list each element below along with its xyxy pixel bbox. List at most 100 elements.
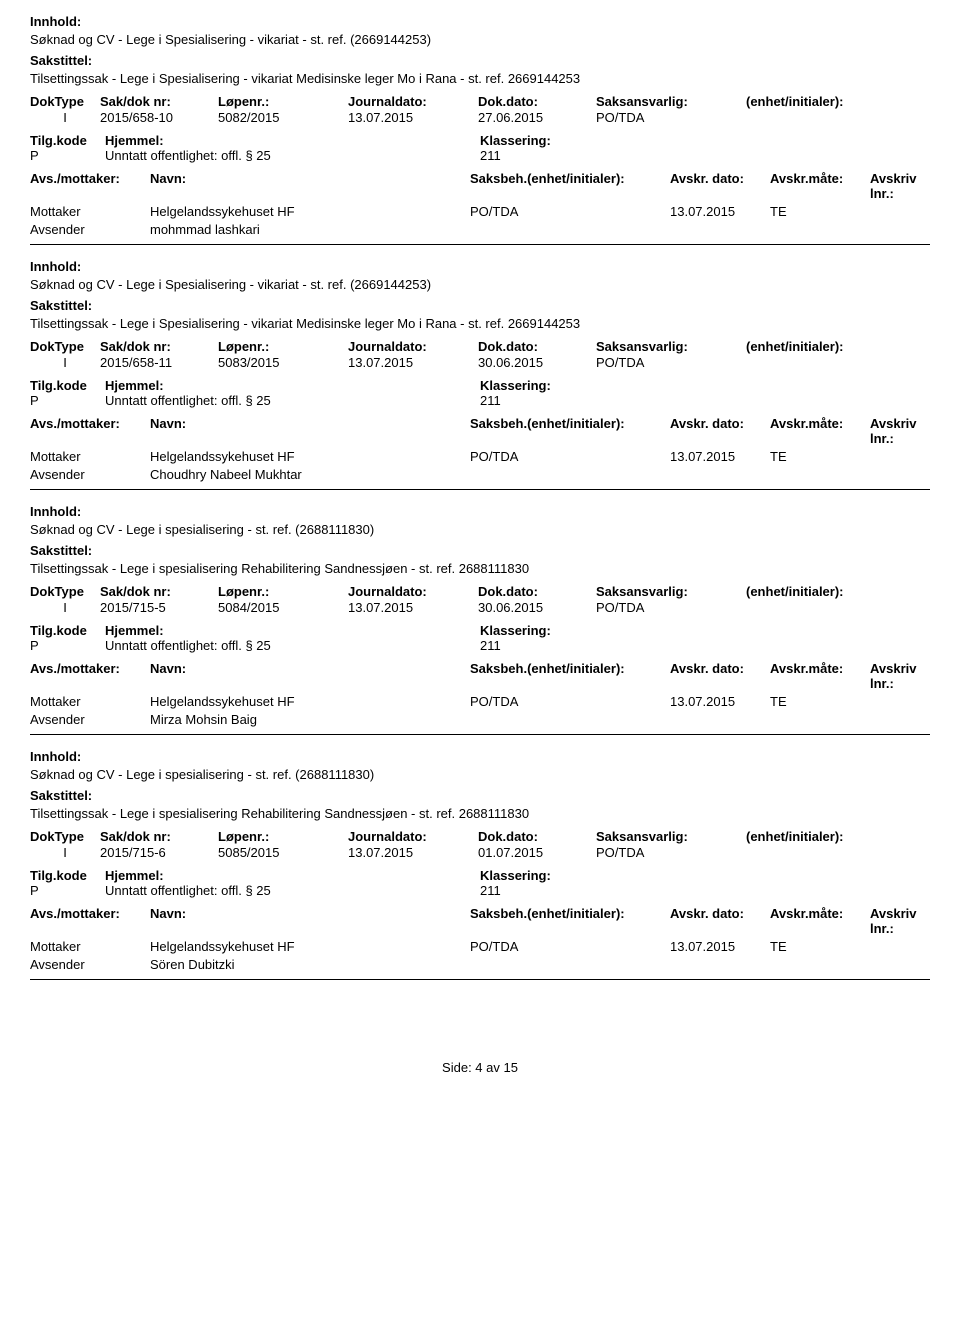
innhold-label: Innhold: <box>30 259 930 274</box>
hjemmel-header-row: Tilg.kode Hjemmel: Klassering: <box>30 378 930 393</box>
mottaker-row: Mottaker Helgelandssykehuset HF PO/TDA 1… <box>30 939 930 954</box>
val-doktype: I <box>30 110 100 125</box>
hdr-avskriv-lnr: Avskriv lnr.: <box>870 906 930 936</box>
hdr-lopenr: Løpenr.: <box>218 584 348 599</box>
mottaker-navn: Helgelandssykehuset HF <box>150 204 470 219</box>
hdr-hjemmel: Hjemmel: <box>105 623 164 638</box>
hdr-lopenr: Løpenr.: <box>218 829 348 844</box>
val-doktype: I <box>30 845 100 860</box>
val-saksansvarlig: PO/TDA <box>596 110 746 125</box>
val-saksansvarlig: PO/TDA <box>596 845 746 860</box>
val-journaldato: 13.07.2015 <box>348 845 478 860</box>
hjemmel-header-row: Tilg.kode Hjemmel: Klassering: <box>30 133 930 148</box>
party-header-row: Avs./mottaker: Navn: Saksbeh.(enhet/init… <box>30 906 930 936</box>
mottaker-avskr-mate: TE <box>770 939 870 954</box>
mottaker-row: Mottaker Helgelandssykehuset HF PO/TDA 1… <box>30 204 930 219</box>
hdr-dokdato: Dok.dato: <box>478 584 596 599</box>
innhold-label: Innhold: <box>30 504 930 519</box>
innhold-text: Søknad og CV - Lege i Spesialisering - v… <box>30 32 930 47</box>
innhold-text: Søknad og CV - Lege i spesialisering - s… <box>30 767 930 782</box>
hdr-enhet: (enhet/initialer): <box>746 94 930 109</box>
hdr-journaldato: Journaldato: <box>348 584 478 599</box>
hdr-saksansvarlig: Saksansvarlig: <box>596 584 746 599</box>
hdr-hjemmel: Hjemmel: <box>105 378 164 393</box>
val-tilgkode: P <box>30 638 105 653</box>
hdr-avskriv-lnr: Avskriv lnr.: <box>870 416 930 446</box>
hdr-avskr-dato: Avskr. dato: <box>670 416 770 446</box>
val-klassering: 211 <box>480 638 501 653</box>
val-tilgkode: P <box>30 148 105 163</box>
hjemmel-header-row: Tilg.kode Hjemmel: Klassering: <box>30 868 930 883</box>
hjemmel-header-row: Tilg.kode Hjemmel: Klassering: <box>30 623 930 638</box>
sakstittel-label: Sakstittel: <box>30 543 930 558</box>
mottaker-saksbeh: PO/TDA <box>470 449 670 464</box>
mottaker-avskriv-lnr <box>870 694 930 709</box>
hdr-navn: Navn: <box>150 661 470 691</box>
mottaker-avskr-mate: TE <box>770 449 870 464</box>
val-dokdato: 30.06.2015 <box>478 355 596 370</box>
hdr-avs-mottaker: Avs./mottaker: <box>30 416 150 446</box>
mottaker-label: Mottaker <box>30 939 150 954</box>
hdr-tilgkode: Tilg.kode <box>30 623 105 638</box>
mottaker-label: Mottaker <box>30 449 150 464</box>
meta-value-row: I 2015/658-11 5083/2015 13.07.2015 30.06… <box>30 355 930 370</box>
val-enhet <box>746 110 930 125</box>
avsender-label: Avsender <box>30 222 150 237</box>
hdr-hjemmel: Hjemmel: <box>105 868 164 883</box>
hdr-doktype: DokType <box>30 94 100 109</box>
hdr-navn: Navn: <box>150 906 470 936</box>
hdr-avskriv-lnr: Avskriv lnr.: <box>870 171 930 201</box>
mottaker-avskriv-lnr <box>870 939 930 954</box>
hdr-hjemmel: Hjemmel: <box>105 133 164 148</box>
val-doktype: I <box>30 600 100 615</box>
mottaker-saksbeh: PO/TDA <box>470 204 670 219</box>
hdr-enhet: (enhet/initialer): <box>746 584 930 599</box>
hdr-dokdato: Dok.dato: <box>478 339 596 354</box>
avsender-label: Avsender <box>30 712 150 727</box>
hdr-klassering: Klassering: <box>480 623 551 638</box>
party-header-row: Avs./mottaker: Navn: Saksbeh.(enhet/init… <box>30 416 930 446</box>
hdr-dokdato: Dok.dato: <box>478 829 596 844</box>
val-enhet <box>746 845 930 860</box>
sakstittel-text: Tilsettingssak - Lege i Spesialisering -… <box>30 316 930 331</box>
avsender-label: Avsender <box>30 957 150 972</box>
sakstittel-text: Tilsettingssak - Lege i Spesialisering -… <box>30 71 930 86</box>
party-header-row: Avs./mottaker: Navn: Saksbeh.(enhet/init… <box>30 661 930 691</box>
hdr-saksbeh: Saksbeh.(enhet/initialer): <box>470 906 670 936</box>
mottaker-avskriv-lnr <box>870 204 930 219</box>
val-klassering: 211 <box>480 393 501 408</box>
hdr-enhet: (enhet/initialer): <box>746 829 930 844</box>
val-dokdato: 27.06.2015 <box>478 110 596 125</box>
val-journaldato: 13.07.2015 <box>348 600 478 615</box>
val-lopenr: 5084/2015 <box>218 600 348 615</box>
hdr-avskr-mate: Avskr.måte: <box>770 171 870 201</box>
mottaker-avskr-mate: TE <box>770 204 870 219</box>
val-tilgkode: P <box>30 883 105 898</box>
hdr-klassering: Klassering: <box>480 133 551 148</box>
hdr-saksbeh: Saksbeh.(enhet/initialer): <box>470 661 670 691</box>
hdr-avskr-dato: Avskr. dato: <box>670 171 770 201</box>
hdr-avskriv-lnr: Avskriv lnr.: <box>870 661 930 691</box>
hdr-avskr-dato: Avskr. dato: <box>670 906 770 936</box>
hdr-klassering: Klassering: <box>480 378 551 393</box>
hdr-sakdok: Sak/dok nr: <box>100 829 218 844</box>
val-hjemmel: Unntatt offentlighet: offl. § 25 <box>105 638 271 653</box>
val-journaldato: 13.07.2015 <box>348 355 478 370</box>
innhold-text: Søknad og CV - Lege i spesialisering - s… <box>30 522 930 537</box>
journal-entry: Innhold: Søknad og CV - Lege i spesialis… <box>30 735 930 980</box>
avsender-navn: Sören Dubitzki <box>150 957 470 972</box>
avsender-row: Avsender Sören Dubitzki <box>30 957 930 972</box>
avsender-label: Avsender <box>30 467 150 482</box>
mottaker-avskr-mate: TE <box>770 694 870 709</box>
avsender-navn: Choudhry Nabeel Mukhtar <box>150 467 470 482</box>
sakstittel-label: Sakstittel: <box>30 53 930 68</box>
hdr-sakdok: Sak/dok nr: <box>100 584 218 599</box>
meta-value-row: I 2015/715-5 5084/2015 13.07.2015 30.06.… <box>30 600 930 615</box>
mottaker-navn: Helgelandssykehuset HF <box>150 694 470 709</box>
val-klassering: 211 <box>480 883 501 898</box>
hjemmel-value-row: P Unntatt offentlighet: offl. § 25 211 <box>30 393 930 408</box>
hdr-navn: Navn: <box>150 416 470 446</box>
avsender-navn: mohmmad lashkari <box>150 222 470 237</box>
val-sakdok: 2015/715-5 <box>100 600 218 615</box>
hdr-dokdato: Dok.dato: <box>478 94 596 109</box>
